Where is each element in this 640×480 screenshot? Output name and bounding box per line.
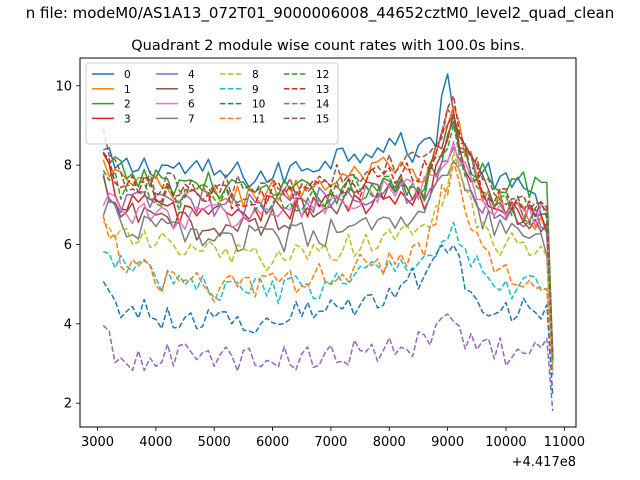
- legend-label-9: 9: [252, 84, 259, 96]
- legend-label-4: 4: [188, 69, 195, 81]
- y-tick-label: 4: [64, 317, 72, 332]
- legend-label-12: 12: [316, 69, 329, 81]
- series-line-3: [102, 111, 554, 364]
- legend-label-7: 7: [188, 113, 195, 125]
- series-line-10: [102, 244, 554, 396]
- legend-label-13: 13: [316, 84, 329, 96]
- series-line-15: [102, 108, 554, 356]
- series-line-14: [102, 313, 554, 412]
- legend-label-10: 10: [252, 99, 265, 111]
- x-tick-label: 6000: [256, 435, 289, 450]
- y-tick-label: 10: [55, 79, 72, 94]
- y-tick-label: 2: [64, 397, 72, 412]
- legend-label-8: 8: [252, 69, 259, 81]
- series-line-9: [103, 221, 554, 376]
- x-tick-label: 8000: [373, 435, 406, 450]
- legend-label-2: 2: [124, 99, 131, 111]
- legend-label-0: 0: [124, 69, 131, 81]
- figure-suptitle: n file: modeM0/AS1A13_072T01_9000006008_…: [26, 4, 615, 23]
- x-tick-label: 3000: [81, 435, 114, 450]
- legend-frame: [85, 62, 339, 145]
- plot-series-group: [102, 73, 554, 412]
- series-line-6: [102, 140, 554, 364]
- series-line-12: [102, 123, 554, 360]
- y-tick-label: 8: [64, 159, 72, 174]
- series-line-2: [102, 120, 554, 356]
- legend-label-3: 3: [124, 113, 131, 125]
- legend-label-11: 11: [252, 113, 265, 125]
- series-line-13: [102, 95, 554, 356]
- legend-label-15: 15: [316, 113, 329, 125]
- y-axis: 2 4 6 8 10: [55, 79, 80, 412]
- x-axis-offset-label: +4.417e8: [512, 455, 576, 470]
- x-tick-label: 7000: [314, 435, 347, 450]
- series-line-7: [102, 159, 554, 364]
- x-tick-label: 9000: [431, 435, 464, 450]
- y-tick-label: 6: [64, 238, 72, 253]
- x-tick-label: 4000: [139, 435, 172, 450]
- chart-title: Quadrant 2 module wise count rates with …: [131, 38, 525, 54]
- x-axis: 3000 4000 5000 6000 7000 8000 9000 10000 11000: [81, 427, 585, 450]
- legend-label-5: 5: [188, 84, 195, 96]
- x-tick-label: 10000: [485, 435, 526, 450]
- x-tick-label: 5000: [198, 435, 231, 450]
- legend-label-6: 6: [188, 99, 195, 111]
- legend-label-14: 14: [316, 99, 330, 111]
- x-tick-label: 11000: [544, 435, 585, 450]
- legend-label-1: 1: [124, 84, 131, 96]
- series-line-8: [102, 151, 554, 368]
- plot-frame: [79, 57, 577, 428]
- series-line-11: [102, 160, 554, 372]
